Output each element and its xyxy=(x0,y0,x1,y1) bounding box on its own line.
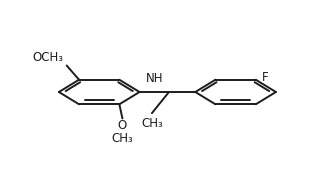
Text: OCH₃: OCH₃ xyxy=(33,51,64,64)
Text: O: O xyxy=(118,119,127,132)
Text: CH₃: CH₃ xyxy=(141,117,163,130)
Text: NH: NH xyxy=(145,72,163,85)
Text: CH₃: CH₃ xyxy=(112,132,133,145)
Text: F: F xyxy=(262,71,268,84)
